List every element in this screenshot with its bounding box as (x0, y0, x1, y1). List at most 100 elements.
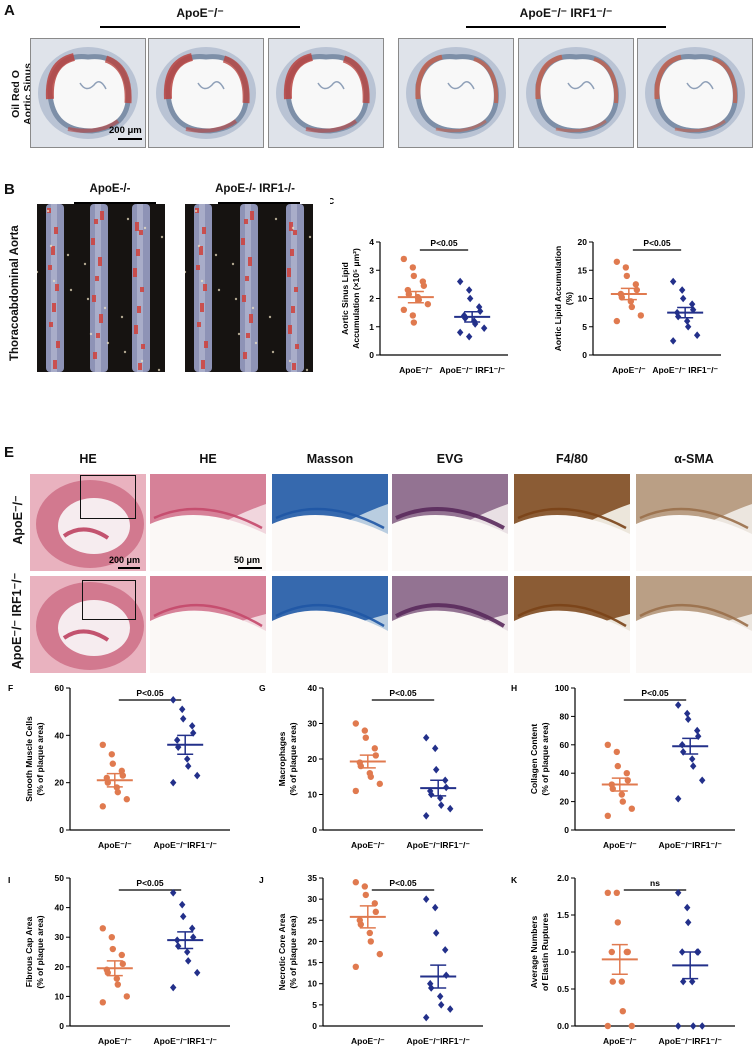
data-point-apoe (99, 925, 107, 932)
panel-e-scalebar2 (238, 567, 262, 569)
data-point-apoe (619, 798, 626, 805)
chart-d: D05101520Aortic Lipid Accumulation(%)Apo… (535, 196, 721, 375)
x-tick-label: ApoE⁻/⁻ (399, 365, 433, 375)
data-point-apoe (99, 741, 107, 748)
data-point-irf1 (194, 968, 201, 977)
aortic-sinus-image (637, 38, 753, 148)
y-tick-label: 30 (55, 932, 65, 942)
data-point-irf1 (447, 804, 454, 813)
data-point-apoe (420, 282, 428, 289)
data-point-irf1 (438, 1001, 445, 1009)
data-point-irf1 (184, 948, 191, 956)
data-point-apoe (613, 258, 621, 265)
data-point-irf1 (189, 924, 196, 933)
data-point-irf1 (170, 778, 177, 787)
data-point-irf1 (180, 912, 187, 921)
y-axis-label: Fibrous Cap Area (24, 916, 34, 987)
data-point-apoe (409, 264, 417, 271)
histology-image (514, 576, 630, 673)
data-point-irf1 (189, 722, 196, 730)
panel-label: H (511, 683, 517, 693)
y-axis-label: Average Numbers (529, 916, 539, 989)
data-point-apoe (352, 787, 359, 795)
significance-label: P<0.05 (389, 688, 416, 698)
panel-e-scalebar2-text: 50 μm (234, 555, 261, 565)
significance-label: P<0.05 (430, 238, 457, 248)
inset-box-row1 (80, 475, 136, 519)
data-point-apoe (361, 883, 368, 890)
data-point-irf1 (699, 776, 706, 785)
x-tick-label: ApoE⁻/⁻ (351, 1036, 385, 1046)
data-point-irf1 (185, 957, 192, 965)
data-point-apoe (352, 720, 359, 727)
data-point-irf1 (690, 762, 697, 770)
chart-i: I 0 10 20 30 40 50 Fibrous Cap Area (% of plaque… (8, 873, 230, 1046)
y-tick-label: 20 (308, 754, 318, 764)
data-point-irf1 (690, 1022, 697, 1030)
panel-a-group1: ApoE⁻/⁻ (176, 6, 224, 20)
data-point-apoe (113, 975, 121, 982)
y-tick-label: 30 (308, 719, 318, 729)
histology-image (150, 576, 266, 673)
data-point-irf1 (437, 992, 444, 1001)
data-point-apoe (118, 951, 126, 959)
data-point-apoe (372, 908, 379, 916)
data-point-irf1 (433, 929, 440, 937)
data-point-apoe (357, 921, 364, 928)
y-tick-label: 0.5 (557, 984, 569, 994)
y-tick-label: 100 (555, 683, 569, 693)
panel-a-scalebar (118, 138, 142, 140)
aortic-sinus-image (518, 38, 634, 148)
histology-image (272, 474, 388, 571)
y-axis-label: Aortic Lipid Accumulation (553, 246, 563, 351)
data-point-apoe (371, 745, 378, 752)
data-point-irf1 (675, 1022, 682, 1030)
panel-a-ylabel-line1: Oil Red O (10, 70, 22, 118)
aortic-sinus-image (148, 38, 264, 148)
histology-image (392, 474, 508, 571)
data-point-apoe (123, 796, 130, 803)
data-point-apoe (628, 805, 635, 812)
data-point-irf1 (456, 328, 464, 337)
data-point-irf1 (675, 794, 682, 803)
data-point-apoe (622, 264, 630, 271)
data-point-apoe (371, 900, 378, 907)
y-tick-label: 3 (369, 265, 374, 275)
data-point-irf1 (438, 801, 445, 809)
data-point-apoe (352, 879, 359, 886)
chart-k: K 0.0 0.5 1.0 1.5 2.0 Average Numbers of Elasti… (511, 873, 735, 1046)
significance-label: P<0.05 (136, 688, 163, 698)
data-point-apoe (618, 791, 625, 798)
data-point-irf1 (480, 324, 488, 332)
data-point-apoe (613, 889, 620, 896)
x-tick-label: ApoE⁻/⁻ IRF1⁻/⁻ (439, 365, 505, 375)
y-tick-label: 10 (308, 979, 318, 989)
data-point-apoe (114, 788, 122, 796)
data-point-irf1 (170, 983, 177, 992)
data-point-apoe (613, 748, 620, 756)
y-tick-label: 0 (369, 350, 374, 360)
data-point-irf1 (423, 895, 430, 903)
inset-box-row2 (82, 580, 136, 620)
panel-a-label: A (4, 2, 15, 19)
data-point-apoe (624, 948, 631, 956)
significance-label: ns (650, 878, 660, 888)
panel-b-group1-bar (74, 202, 156, 204)
data-point-apoe (424, 300, 432, 308)
data-point-apoe (109, 945, 117, 953)
histology-image (636, 576, 752, 673)
panel-b-group2-bar (218, 202, 300, 204)
y-axis-label: (% of plaque area) (540, 722, 550, 795)
y-axis-label: (% of plaque area) (288, 915, 298, 988)
y-axis-label: Aortic Sinus Lipid (340, 262, 350, 335)
panel-e-column-header: HE (79, 452, 97, 466)
histology-image (272, 576, 388, 673)
data-point-apoe (604, 741, 611, 748)
data-point-irf1 (185, 762, 192, 770)
data-point-apoe (613, 317, 621, 325)
y-tick-label: 5 (582, 322, 587, 332)
chart-j: J 0 5 10 15 20 25 30 35 Necrotic Core Area (% of p… (259, 873, 483, 1046)
data-point-irf1 (184, 755, 191, 763)
histology-image (392, 576, 508, 673)
significance-label: P<0.05 (641, 688, 668, 698)
